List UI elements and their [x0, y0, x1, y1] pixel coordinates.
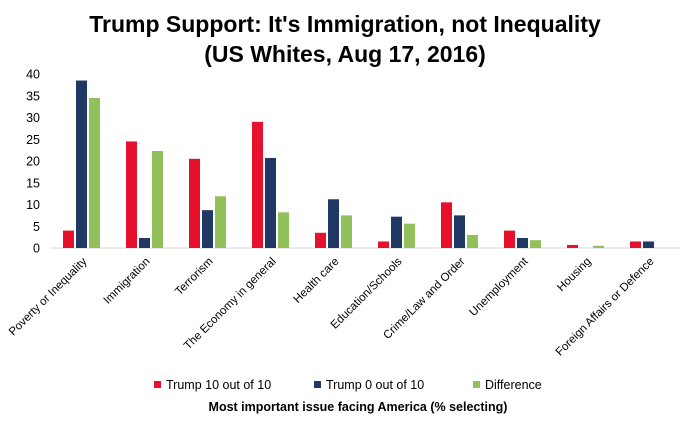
legend: Trump 10 out of 10 Trump 0 out of 10 Diffe… — [154, 378, 542, 392]
bar-2-8 — [517, 237, 528, 248]
bar-1-9 — [567, 244, 578, 248]
bar-2-7 — [454, 215, 465, 248]
bar-2-3 — [202, 210, 213, 248]
bar-3-5 — [341, 215, 352, 248]
y-tick-label: 0 — [33, 242, 40, 256]
bar-2-2 — [139, 237, 150, 248]
bars — [63, 80, 654, 249]
category-label: Health care — [292, 256, 342, 306]
bar-3-9 — [593, 245, 604, 248]
bar-2-6 — [391, 216, 402, 248]
bar-1-10 — [630, 241, 641, 248]
bar-2-4 — [265, 157, 276, 248]
category-label: Terrorism — [173, 256, 215, 298]
y-tick-label: 40 — [26, 68, 40, 82]
legend-label-2: Trump 0 out of 10 — [326, 378, 424, 392]
category-label: Housing — [555, 256, 593, 294]
y-tick-label: 25 — [26, 133, 40, 147]
bar-2-5 — [328, 199, 339, 248]
y-tick-label: 15 — [26, 176, 40, 190]
bar-1-1 — [63, 230, 74, 248]
x-axis-title: Most important issue facing America (% s… — [209, 400, 508, 414]
category-labels: Poverty or Inequality Immigration Terroris… — [7, 255, 657, 358]
category-label: Poverty or Inequality — [7, 255, 90, 338]
y-tick-label: 20 — [26, 155, 40, 169]
bar-1-4 — [252, 121, 263, 248]
bar-1-8 — [504, 230, 515, 248]
bar-1-2 — [126, 141, 137, 248]
bar-3-4 — [278, 212, 289, 248]
legend-swatch-3 — [473, 381, 480, 388]
bar-3-7 — [467, 234, 478, 248]
bar-2-1 — [76, 80, 87, 249]
category-label: Unemployment — [467, 255, 531, 319]
legend-label-1: Trump 10 out of 10 — [166, 378, 271, 392]
chart-title-line-2: (US Whites, Aug 17, 2016) — [204, 41, 486, 67]
bar-3-3 — [215, 196, 226, 248]
y-tick-label: 10 — [26, 198, 40, 212]
bar-3-1 — [89, 97, 100, 248]
bar-1-7 — [441, 202, 452, 248]
bar-3-6 — [404, 223, 415, 248]
legend-swatch-1 — [154, 381, 161, 388]
category-label: Immigration — [102, 256, 153, 307]
bar-3-8 — [530, 240, 541, 248]
y-tick-label: 35 — [26, 89, 40, 103]
bar-2-10 — [643, 241, 654, 248]
y-tick-label: 5 — [33, 220, 40, 234]
legend-swatch-2 — [314, 381, 321, 388]
legend-label-3: Difference — [485, 378, 542, 392]
bar-1-5 — [315, 232, 326, 248]
bar-1-6 — [378, 241, 389, 248]
y-axis-ticks: 0 5 10 15 20 25 30 35 40 — [26, 68, 40, 256]
chart-title-line-1: Trump Support: It's Immigration, not Ine… — [89, 11, 601, 37]
bar-1-3 — [189, 158, 200, 248]
bar-3-2 — [152, 150, 163, 248]
y-tick-label: 30 — [26, 111, 40, 125]
